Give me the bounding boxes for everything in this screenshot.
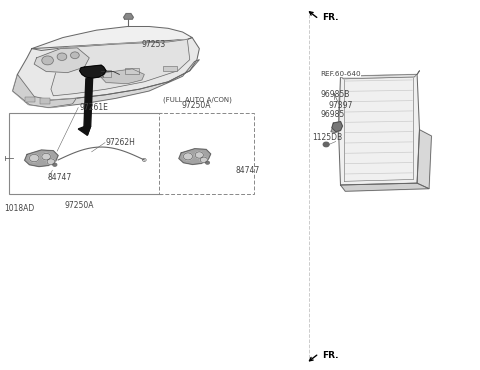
Polygon shape	[78, 126, 91, 135]
Circle shape	[195, 152, 204, 158]
Polygon shape	[24, 150, 58, 167]
Text: 97253: 97253	[142, 40, 166, 49]
Polygon shape	[17, 38, 199, 100]
Circle shape	[206, 161, 209, 164]
Bar	[24, 97, 35, 102]
Text: 97262H: 97262H	[106, 138, 136, 147]
Text: FR.: FR.	[323, 13, 339, 22]
Text: 84747: 84747	[235, 166, 260, 175]
Polygon shape	[84, 78, 93, 135]
Text: 84747: 84747	[48, 173, 72, 182]
Text: (FULL AUTO A/CON): (FULL AUTO A/CON)	[163, 97, 232, 104]
Circle shape	[47, 159, 55, 165]
Polygon shape	[12, 74, 76, 108]
Bar	[125, 68, 140, 74]
Circle shape	[29, 154, 39, 162]
Bar	[9, 113, 162, 194]
Bar	[158, 113, 254, 194]
Circle shape	[71, 52, 79, 58]
Polygon shape	[124, 14, 133, 19]
Text: 97250A: 97250A	[181, 101, 211, 110]
Polygon shape	[331, 126, 338, 133]
Circle shape	[57, 53, 67, 60]
Text: FR.: FR.	[323, 351, 339, 360]
Polygon shape	[338, 74, 420, 185]
Text: REF.60-640: REF.60-640	[321, 71, 361, 77]
Text: 1018AD: 1018AD	[4, 205, 35, 213]
Text: 97397: 97397	[328, 101, 353, 110]
Circle shape	[42, 153, 50, 160]
Polygon shape	[101, 69, 144, 84]
Circle shape	[200, 157, 207, 163]
Bar	[40, 98, 50, 104]
Polygon shape	[417, 130, 432, 189]
Polygon shape	[179, 149, 211, 164]
Circle shape	[183, 153, 192, 160]
Polygon shape	[12, 60, 199, 108]
Circle shape	[42, 56, 53, 65]
Polygon shape	[51, 39, 190, 96]
Polygon shape	[80, 65, 106, 78]
Circle shape	[323, 142, 329, 147]
Circle shape	[53, 163, 57, 166]
Polygon shape	[332, 122, 342, 132]
Text: 97261E: 97261E	[80, 103, 108, 112]
Polygon shape	[32, 27, 192, 50]
Bar	[96, 70, 111, 77]
Bar	[163, 65, 177, 71]
Polygon shape	[340, 71, 420, 79]
Text: 1125DB: 1125DB	[312, 132, 342, 142]
Polygon shape	[34, 48, 89, 73]
Text: 97250A: 97250A	[65, 201, 95, 210]
Polygon shape	[340, 183, 429, 191]
Text: 96985: 96985	[321, 111, 345, 120]
Text: 96985B: 96985B	[321, 90, 350, 99]
